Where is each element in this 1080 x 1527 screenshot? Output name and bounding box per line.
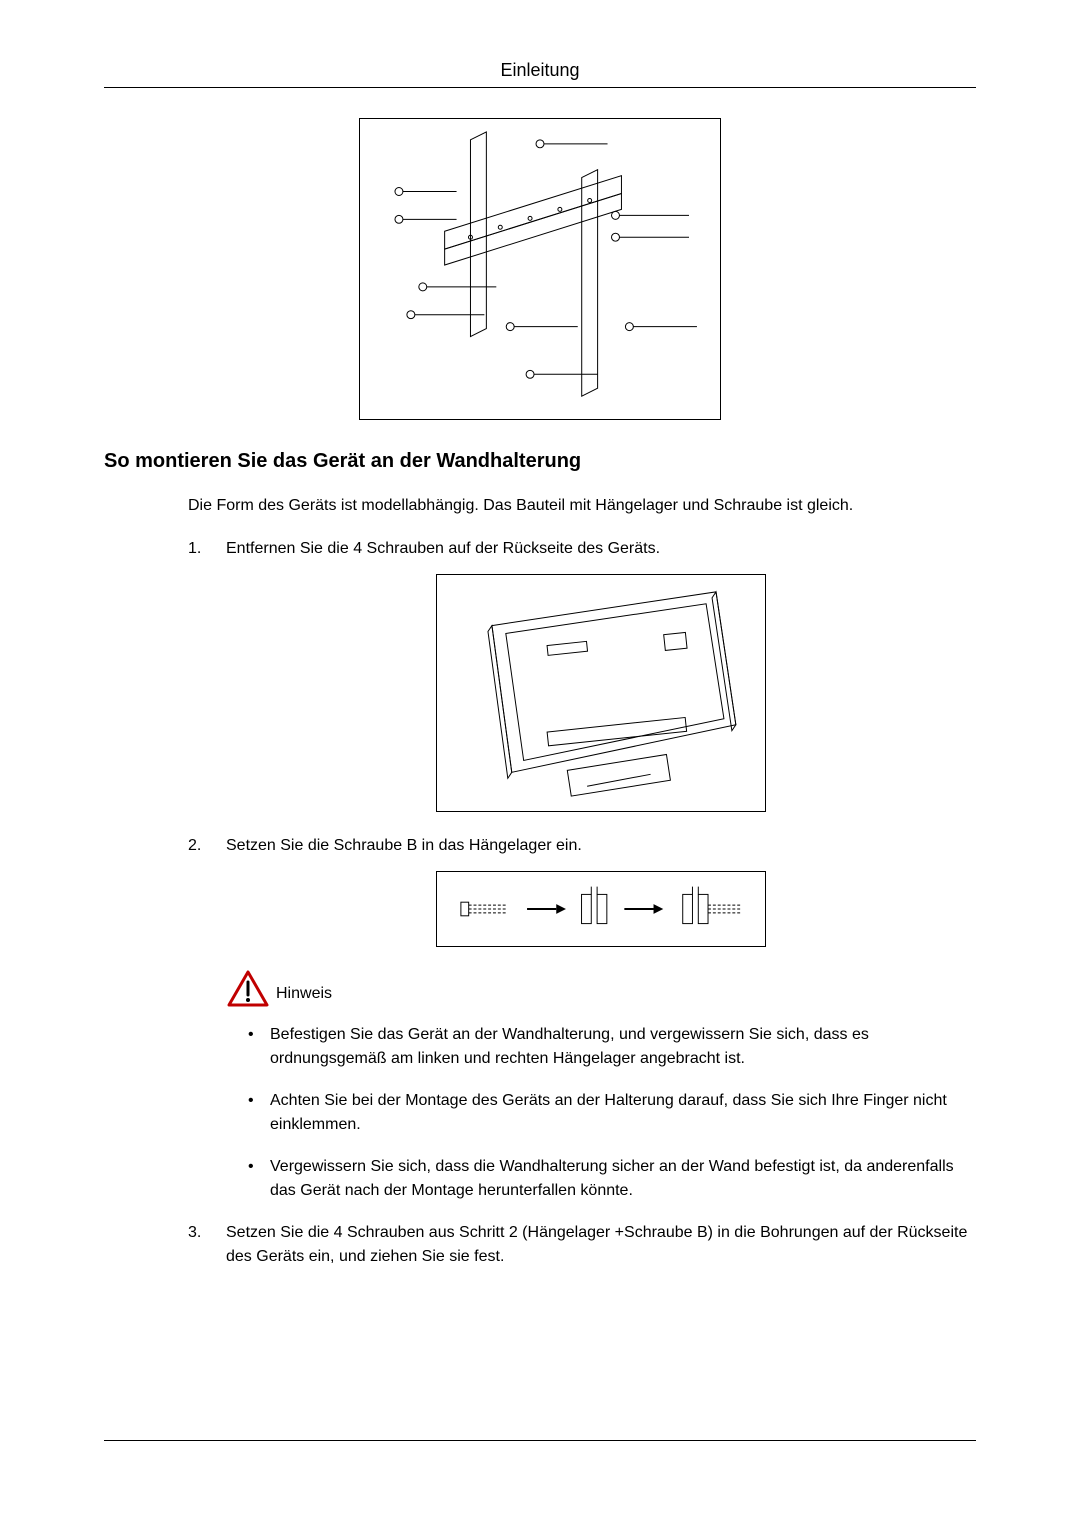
steps-list: Entfernen Sie die 4 Schrauben auf der Rü… [188, 537, 976, 1268]
device-rear-svg [438, 576, 764, 810]
bracket-exploded-svg [361, 120, 719, 418]
note-bullet-3: Vergewissern Sie sich, dass die Wandhalt… [248, 1155, 976, 1203]
step-3-text: Setzen Sie die 4 Schrauben aus Schritt 2… [226, 1224, 967, 1264]
warning-icon [226, 969, 270, 1009]
section-heading: So montieren Sie das Gerät an der Wandha… [104, 450, 976, 473]
note-bullets: Befestigen Sie das Gerät an der Wandhalt… [248, 1023, 976, 1203]
footer-rule [104, 1440, 976, 1441]
step-1-text: Entfernen Sie die 4 Schrauben auf der Rü… [226, 540, 660, 557]
note-label: Hinweis [276, 982, 332, 1009]
note-bullet-1: Befestigen Sie das Gerät an der Wandhalt… [248, 1023, 976, 1071]
screw-sequence-svg [438, 873, 764, 945]
figure-device-rear [436, 574, 766, 812]
body-content: Die Form des Geräts ist modellabhängig. … [188, 497, 976, 1268]
figure-screw-sequence [436, 871, 766, 947]
page: Einleitung [0, 0, 1080, 1527]
step-2-text: Setzen Sie die Schraube B in das Hängela… [226, 837, 582, 854]
step-2: Setzen Sie die Schraube B in das Hängela… [188, 834, 976, 1203]
header-rule [104, 87, 976, 88]
figure-bracket-exploded [359, 118, 721, 420]
step-1: Entfernen Sie die 4 Schrauben auf der Rü… [188, 537, 976, 812]
intro-text: Die Form des Geräts ist modellabhängig. … [188, 497, 976, 515]
note-block: Hinweis Befestigen Sie das Gerät an der … [226, 969, 976, 1203]
note-head: Hinweis [226, 969, 976, 1009]
note-bullet-2: Achten Sie bei der Montage des Geräts an… [248, 1089, 976, 1137]
step-3: Setzen Sie die 4 Schrauben aus Schritt 2… [188, 1221, 976, 1267]
page-header-title: Einleitung [104, 60, 976, 81]
